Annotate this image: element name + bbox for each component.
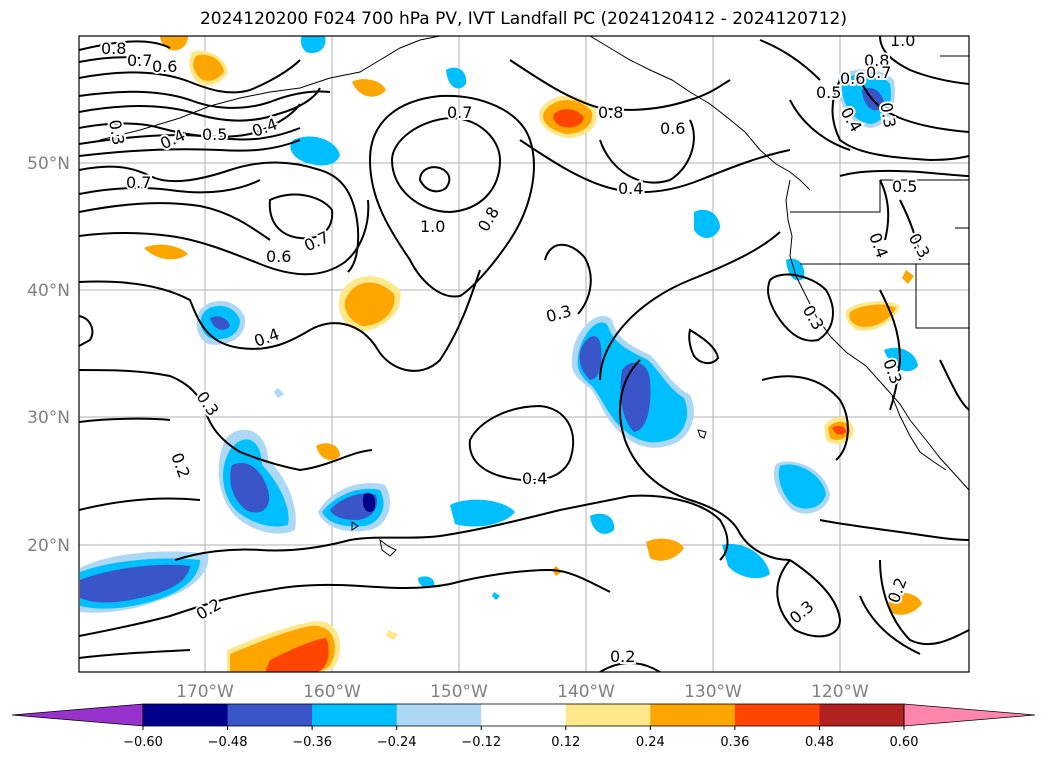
pv-contours <box>79 36 969 672</box>
contour-label: 0.6 <box>840 69 865 88</box>
contour-label: 0.5 <box>816 83 841 102</box>
colorbar-cell <box>227 704 313 726</box>
latitude-labels: 50°N 40°N 30°N 20°N <box>27 154 70 556</box>
longitude-labels: 170°W 160°W 150°W 140°W 130°W 120°W <box>176 682 869 702</box>
colorbar-tick-label: 0.12 <box>551 735 580 750</box>
lat-label: 30°N <box>27 408 70 428</box>
lon-label: 150°W <box>430 682 488 702</box>
contour-label: 0.6 <box>660 119 685 138</box>
lon-label: 120°W <box>811 682 869 702</box>
colorbar-tick-label: −0.60 <box>123 735 163 750</box>
contour-label: 1.0 <box>890 31 915 50</box>
lat-label: 50°N <box>27 154 70 174</box>
colorbar-tick-label: 0.60 <box>890 735 919 750</box>
colorbar-tick-label: −0.24 <box>377 735 417 750</box>
map-title: 2024120200 F024 700 hPa PV, IVT Landfall… <box>199 9 847 29</box>
colorbar-cell <box>396 704 482 726</box>
colorbar-tick-label: 0.36 <box>720 735 749 750</box>
lon-label: 130°W <box>684 682 742 702</box>
contour-label: 0.8 <box>864 51 889 70</box>
contour-label: 0.5 <box>202 125 227 144</box>
contour-label: 0.8 <box>598 103 623 122</box>
colorbar-tick-label: 0.48 <box>805 735 834 750</box>
lon-label: 140°W <box>557 682 615 702</box>
coastlines <box>99 36 969 557</box>
colorbar-cell <box>565 704 651 726</box>
contour-label: 0.7 <box>866 63 891 82</box>
map-frame <box>78 35 970 673</box>
colorbar-tick-label: −0.48 <box>208 735 248 750</box>
colorbar-tick-label: −0.12 <box>461 735 501 750</box>
colorbar-extend-low <box>11 703 144 727</box>
contour-label: 0.5 <box>892 177 917 196</box>
contour-label: 0.6 <box>266 247 291 266</box>
colorbar-cell <box>650 704 736 726</box>
colorbar-tick-label: −0.36 <box>292 735 332 750</box>
contour-label: 0.7 <box>126 173 151 192</box>
colorbar-cell <box>312 704 398 726</box>
lat-label: 20°N <box>27 536 70 556</box>
ivt-pc-shading <box>80 36 922 672</box>
contour-label: 0.4 <box>522 469 547 488</box>
lon-label: 160°W <box>303 682 361 702</box>
contour-label: 0.7 <box>127 51 152 70</box>
lat-label: 40°N <box>27 281 70 301</box>
contour-label: 0.6 <box>152 57 177 76</box>
colorbar-frame <box>142 703 905 727</box>
lon-label: 170°W <box>176 682 234 702</box>
colorbar-cell <box>481 704 567 726</box>
contour-label: 1.0 <box>420 217 445 236</box>
colorbar-tick-label: 0.24 <box>636 735 665 750</box>
colorbar-cell <box>143 704 229 726</box>
contour-label: 0.4 <box>618 179 643 198</box>
colorbar: −0.60 −0.48 −0.36 −0.24 −0.12 0.12 0.24 0.36 0.4… <box>11 703 1036 750</box>
contour-label: 0.8 <box>101 39 126 58</box>
colorbar-cell <box>734 704 820 726</box>
colorbar-extend-high <box>903 703 1036 727</box>
contour-label: 0.7 <box>447 103 472 122</box>
colorbar-cell <box>819 704 905 726</box>
contour-label: 0.2 <box>610 647 635 666</box>
